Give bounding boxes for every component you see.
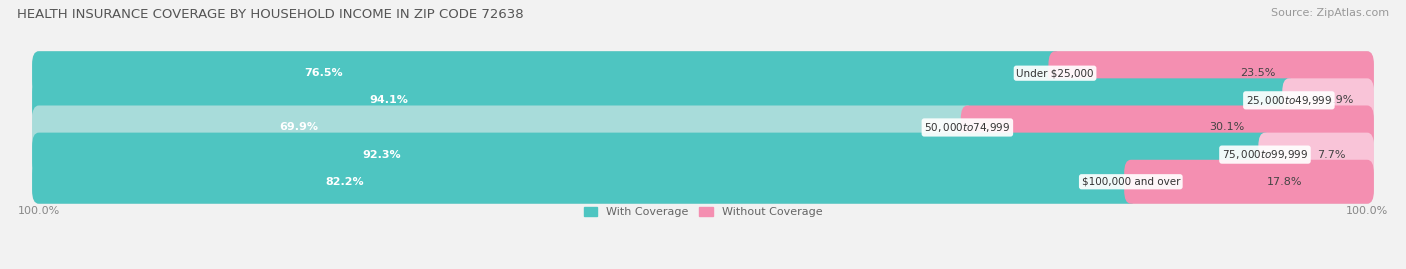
- Text: HEALTH INSURANCE COVERAGE BY HOUSEHOLD INCOME IN ZIP CODE 72638: HEALTH INSURANCE COVERAGE BY HOUSEHOLD I…: [17, 8, 523, 21]
- FancyBboxPatch shape: [1125, 160, 1374, 204]
- FancyBboxPatch shape: [32, 133, 1271, 176]
- Text: 76.5%: 76.5%: [304, 68, 343, 78]
- FancyBboxPatch shape: [32, 78, 1295, 122]
- FancyBboxPatch shape: [32, 133, 1374, 176]
- FancyBboxPatch shape: [960, 105, 1374, 150]
- Text: $75,000 to $99,999: $75,000 to $99,999: [1222, 148, 1308, 161]
- Text: 17.8%: 17.8%: [1267, 177, 1302, 187]
- Text: 92.3%: 92.3%: [363, 150, 401, 160]
- Text: 7.7%: 7.7%: [1317, 150, 1346, 160]
- Text: 94.1%: 94.1%: [370, 95, 408, 105]
- Text: 30.1%: 30.1%: [1209, 122, 1244, 132]
- FancyBboxPatch shape: [32, 160, 1374, 204]
- FancyBboxPatch shape: [32, 51, 1374, 95]
- FancyBboxPatch shape: [32, 105, 1374, 150]
- FancyBboxPatch shape: [1282, 78, 1374, 122]
- Text: 23.5%: 23.5%: [1240, 68, 1275, 78]
- Text: $25,000 to $49,999: $25,000 to $49,999: [1246, 94, 1331, 107]
- Legend: With Coverage, Without Coverage: With Coverage, Without Coverage: [579, 202, 827, 222]
- FancyBboxPatch shape: [1258, 133, 1374, 176]
- FancyBboxPatch shape: [32, 78, 1374, 122]
- Text: $50,000 to $74,999: $50,000 to $74,999: [924, 121, 1011, 134]
- Text: 5.9%: 5.9%: [1326, 95, 1354, 105]
- Text: Under $25,000: Under $25,000: [1017, 68, 1094, 78]
- Text: 69.9%: 69.9%: [280, 122, 318, 132]
- FancyBboxPatch shape: [32, 160, 1137, 204]
- FancyBboxPatch shape: [1049, 51, 1374, 95]
- FancyBboxPatch shape: [32, 51, 1062, 95]
- Text: 82.2%: 82.2%: [325, 177, 364, 187]
- FancyBboxPatch shape: [32, 105, 974, 150]
- Text: Source: ZipAtlas.com: Source: ZipAtlas.com: [1271, 8, 1389, 18]
- Text: $100,000 and over: $100,000 and over: [1081, 177, 1180, 187]
